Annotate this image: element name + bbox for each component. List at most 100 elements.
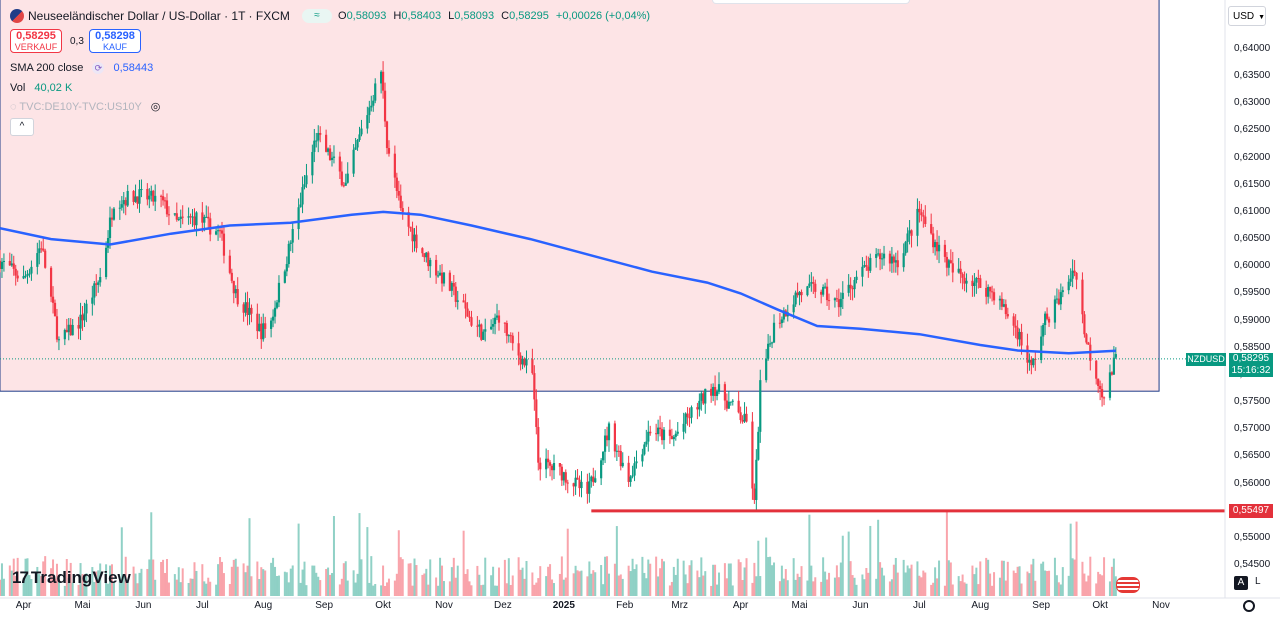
candle-body (291, 229, 294, 243)
candle-body (753, 488, 756, 501)
candle-body (704, 388, 707, 404)
candle-body (519, 355, 522, 365)
volume-bar (22, 577, 25, 596)
candle-body (1055, 298, 1059, 300)
volume-bar (209, 581, 212, 596)
buy-button[interactable]: 0,58298 KAUF (89, 29, 141, 53)
time-tick-label: Sep (315, 600, 334, 611)
candle-body (258, 323, 261, 332)
volume-bar (1073, 559, 1076, 596)
candle-body (0, 261, 4, 269)
volume-bar (109, 565, 112, 596)
volume-bar (824, 571, 827, 596)
candle-body (38, 248, 41, 254)
candle-body (173, 213, 176, 215)
volume-bar (725, 578, 728, 596)
candle-body (723, 384, 727, 401)
candle-body (627, 462, 630, 482)
candle-body (26, 274, 29, 276)
volume-bar (769, 556, 772, 596)
sell-button[interactable]: 0,58295 VERKAUF (10, 29, 62, 53)
candle-body (700, 393, 703, 401)
volume-bar (10, 570, 13, 596)
volume-bar (511, 575, 514, 596)
candle-body (397, 191, 400, 196)
volume-bar (325, 568, 328, 596)
candle-body (1112, 357, 1115, 375)
volume-bar (138, 572, 141, 596)
candle-body (435, 259, 438, 276)
candle-body (1095, 360, 1098, 379)
candle-body (800, 291, 803, 296)
volume-bar (344, 561, 347, 596)
candle-body (118, 207, 121, 209)
candle-body (662, 429, 666, 441)
gear-icon[interactable] (1243, 600, 1255, 612)
candle-body (990, 291, 994, 293)
candle-body (30, 266, 33, 274)
volume-bar (492, 566, 495, 596)
log-scale-button[interactable]: L (1255, 576, 1261, 587)
auto-scale-button[interactable]: A (1234, 576, 1248, 590)
volume-bar (277, 575, 280, 596)
candle-body (407, 212, 410, 227)
volume-bar (195, 570, 198, 596)
candle-body (423, 253, 426, 258)
volume-bar (287, 582, 290, 596)
candle-body (629, 476, 632, 482)
volume-bar (99, 563, 102, 596)
volume-bar (1030, 564, 1033, 596)
candle-body (992, 292, 996, 301)
tradingview-mark-icon: 17 (12, 568, 29, 587)
volume-bar (1114, 576, 1117, 596)
volume-bar (439, 557, 442, 596)
candle-body (822, 286, 825, 295)
volume-bar (384, 585, 387, 596)
candle-body (882, 253, 886, 259)
volume-bar (959, 581, 962, 596)
volume-bar (826, 579, 829, 596)
ohlc-high-key: H (393, 10, 402, 22)
volume-bar (1087, 575, 1090, 596)
candle-body (340, 171, 343, 186)
volume-bar (44, 556, 47, 596)
volume-bar (808, 514, 811, 596)
volume-bar (588, 561, 591, 596)
volume-bar (1053, 557, 1056, 596)
market-status-badge[interactable]: ≈ (302, 9, 332, 23)
volume-bar (657, 576, 660, 596)
volume-bar (879, 562, 882, 596)
volume-bar (545, 576, 548, 596)
candle-body (495, 315, 499, 318)
volume-bar (395, 573, 398, 596)
time-tick-label: Jul (912, 600, 926, 611)
tvc-legend[interactable]: ◌ TVC:DE10Y-TVC:US10Y ◎ (10, 100, 160, 113)
sma-legend[interactable]: SMA 200 close ⟳ 0,58443 (10, 62, 153, 74)
candle-body (537, 426, 540, 463)
eye-hidden-icon[interactable]: ◎ (150, 101, 161, 113)
candle-body (702, 393, 705, 404)
loading-icon: ⟳ (92, 62, 105, 74)
ohlc-close-value: 0,58295 (509, 10, 549, 22)
candle-body (943, 244, 947, 257)
currency-selector[interactable]: USD ▼ (1228, 6, 1266, 26)
support-price-label: 0,55497 (1229, 503, 1273, 518)
candlesticks (0, 61, 1117, 511)
candle-body (837, 299, 840, 308)
candle-body (120, 204, 123, 208)
symbol-title[interactable]: Neuseeländischer Dollar / US-Dollar · 1T… (28, 9, 290, 23)
volume-bar (1061, 567, 1064, 596)
candle-body (283, 271, 286, 283)
candle-body (715, 391, 719, 396)
collapse-legend-button[interactable]: ^ (10, 118, 34, 136)
volume-legend[interactable]: Vol 40,02 K (10, 82, 72, 94)
volume-bar (718, 572, 721, 596)
candle-body (493, 317, 497, 325)
volume-bar (244, 572, 247, 596)
candle-body (313, 140, 316, 152)
volume-bar (712, 564, 715, 596)
tradingview-logo[interactable]: 17 TradingView (12, 568, 131, 588)
vol-value: 40,02 K (34, 82, 73, 94)
us-flag-event-icon[interactable] (1116, 577, 1140, 593)
